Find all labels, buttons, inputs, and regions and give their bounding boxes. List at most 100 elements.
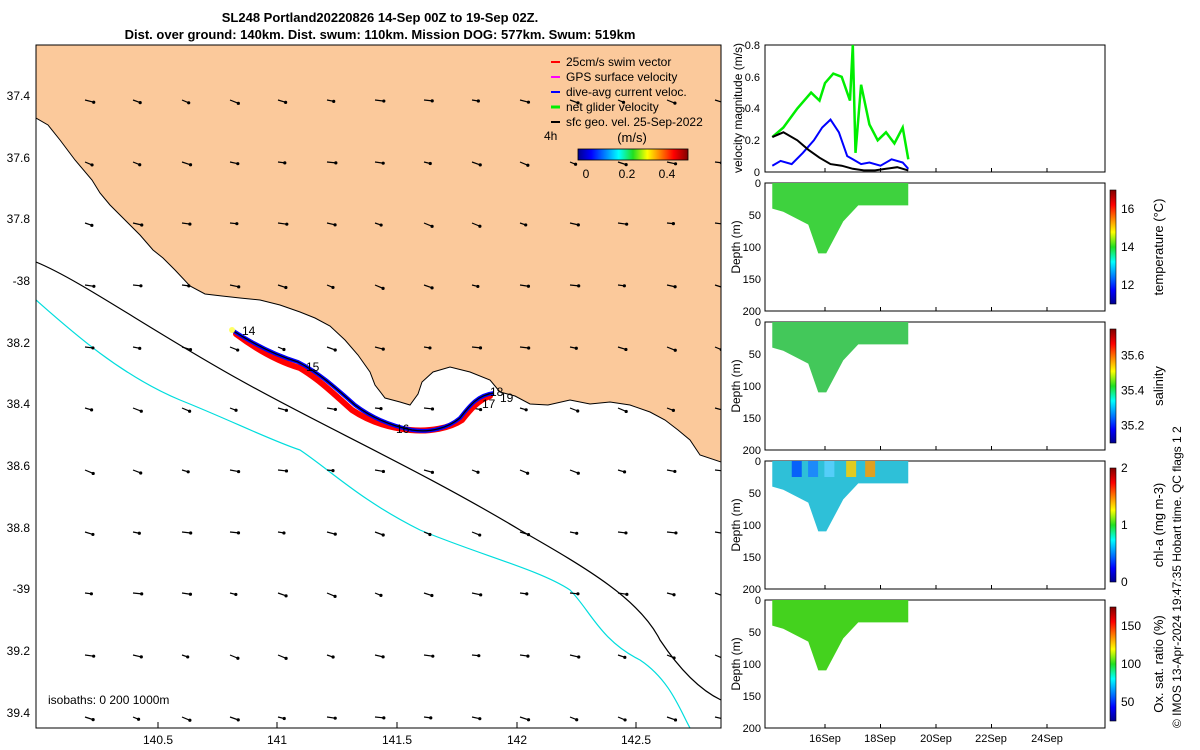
oxygen-ytick: 100: [743, 659, 761, 671]
velocity-arrow: [471, 99, 480, 103]
salinity-ytick: 50: [749, 349, 761, 361]
velocity-arrow: [423, 654, 435, 658]
surface-velocity-arrows: [84, 99, 721, 722]
velocity-arrow: [666, 346, 677, 352]
legend-label: 25cm/s swim vector: [566, 55, 671, 69]
velocity-arrow: [617, 654, 627, 659]
velocity-arrow: [471, 346, 483, 350]
velocity-arrow: [132, 531, 141, 535]
oxygen-section: [772, 600, 909, 671]
velocity-arrow: [326, 654, 335, 659]
velocity-arrow: [471, 531, 482, 537]
map-xtick: 141.5: [382, 733, 412, 747]
velocity-arrow: [617, 346, 628, 352]
map-ytick: 38.6: [7, 459, 31, 473]
velocity-arrow: [471, 222, 482, 228]
velocity-arrow: [374, 654, 385, 659]
velocity-line-sfc-geo: [771, 131, 909, 172]
chl-a-ytick: 0: [755, 456, 761, 468]
velocity-ytick: 0.4: [745, 103, 760, 115]
velocity-arrow: [519, 531, 531, 537]
velocity-arrow: [132, 654, 143, 659]
velocity-arrow: [84, 284, 96, 288]
velocity-arrow: [617, 469, 627, 474]
map-ytick: 37.8: [7, 212, 31, 226]
oxygen-ytick: 50: [749, 627, 761, 639]
chl-patch: [824, 461, 835, 477]
map-ytick: 37.4: [7, 89, 31, 103]
map-xtick: 140.5: [143, 733, 173, 747]
velocity-ytick: 0.8: [745, 40, 760, 52]
credit-line: © IMOS 13-Apr-2024 19:47:35 Hobart time.…: [1170, 426, 1184, 728]
time-xtick: 16Sep: [809, 733, 841, 745]
velocity-arrow: [423, 99, 434, 103]
velocity-arrow: [181, 99, 191, 105]
legend-label: dive-avg current veloc.: [566, 85, 687, 99]
salinity-colorbar-tick: 35.4: [1121, 383, 1145, 397]
velocity-arrow: [374, 222, 383, 227]
temperature-ytick: 200: [743, 306, 761, 318]
day-label-15: 15: [306, 360, 320, 374]
velocity-arrow: [277, 531, 286, 535]
velocity-arrow: [229, 161, 240, 166]
velocity-arrow: [326, 469, 335, 473]
velocity-line-net-glider: [771, 44, 910, 160]
map-ytick: 38.8: [7, 521, 31, 535]
velocity-arrow: [277, 284, 288, 290]
temperature-colorbar-label: temperature (°C): [1151, 199, 1166, 296]
velocity-arrow: [84, 407, 94, 412]
velocity-arrow: [471, 654, 481, 658]
chl-a-colorbar-label: chl-a (mg m-3): [1151, 483, 1166, 568]
velocity-arrow: [666, 592, 676, 597]
swim-vectors: [233, 331, 493, 434]
velocity-arrow: [617, 284, 626, 288]
map-ytick: 38.2: [7, 336, 31, 350]
velocity-arrow: [84, 99, 96, 104]
velocity-arrow: [277, 716, 286, 721]
map-ytick: 39.4: [7, 706, 31, 720]
velocity-arrow: [132, 284, 143, 288]
velocity-arrow: [326, 346, 337, 352]
salinity-ytick: 200: [743, 445, 761, 457]
legend-label: GPS surface velocity: [566, 70, 677, 84]
velocity-arrow: [714, 222, 721, 225]
salinity-colorbar-tick: 35.2: [1121, 418, 1145, 432]
chl-a-colorbar-tick: 0: [1121, 575, 1128, 589]
velocity-arrow: [423, 161, 432, 166]
salinity-ytick: 150: [743, 413, 761, 425]
velocity-arrow: [519, 99, 531, 104]
chl-a-panel: 0 50 100 150 200 Depth (m) 0 1 2 chl-a (mg m-3): [729, 456, 1166, 596]
velocity-arrow: [423, 407, 435, 411]
velocity-arrow: [569, 161, 578, 166]
velocity-arrow: [374, 161, 385, 165]
map-ytick: -38: [13, 274, 31, 288]
map-frame: [35, 44, 722, 729]
velocity-arrow: [181, 346, 193, 352]
salinity-ytick: 100: [743, 381, 761, 393]
velocity-arrow: [229, 222, 239, 226]
chl-a-ytick: 200: [743, 584, 761, 596]
isobath-legend: isobaths: 0 200 1000m: [48, 693, 169, 707]
velocity-ytick: 0: [754, 167, 760, 179]
velocity-arrow: [84, 531, 95, 537]
velocity-arrow: [714, 469, 721, 472]
velocity-arrow: [181, 284, 191, 288]
velocity-arrow: [374, 469, 386, 474]
velocity-arrow: [229, 284, 241, 289]
chl-a-colorbar-tick: 2: [1121, 461, 1128, 475]
temperature-colorbar-tick: 16: [1121, 202, 1135, 216]
chl-a-ytick: 100: [743, 520, 761, 532]
chl-a-ylabel: Depth (m): [729, 498, 743, 551]
velocity-arrow: [374, 716, 386, 720]
colorbar-tick: 0.2: [619, 167, 636, 181]
velocity-arrow: [84, 592, 93, 596]
velocity-arrow: [423, 222, 434, 228]
oxygen-colorbar: [1109, 606, 1117, 722]
chl-a-ytick: 150: [743, 552, 761, 564]
time-xtick: 22Sep: [975, 733, 1007, 745]
temperature-colorbar-tick: 12: [1121, 278, 1135, 292]
chl-patch: [846, 461, 857, 477]
velocity-arrow: [423, 469, 435, 474]
map-xtick: 142: [507, 733, 527, 747]
day-label-18: 18: [490, 385, 504, 399]
